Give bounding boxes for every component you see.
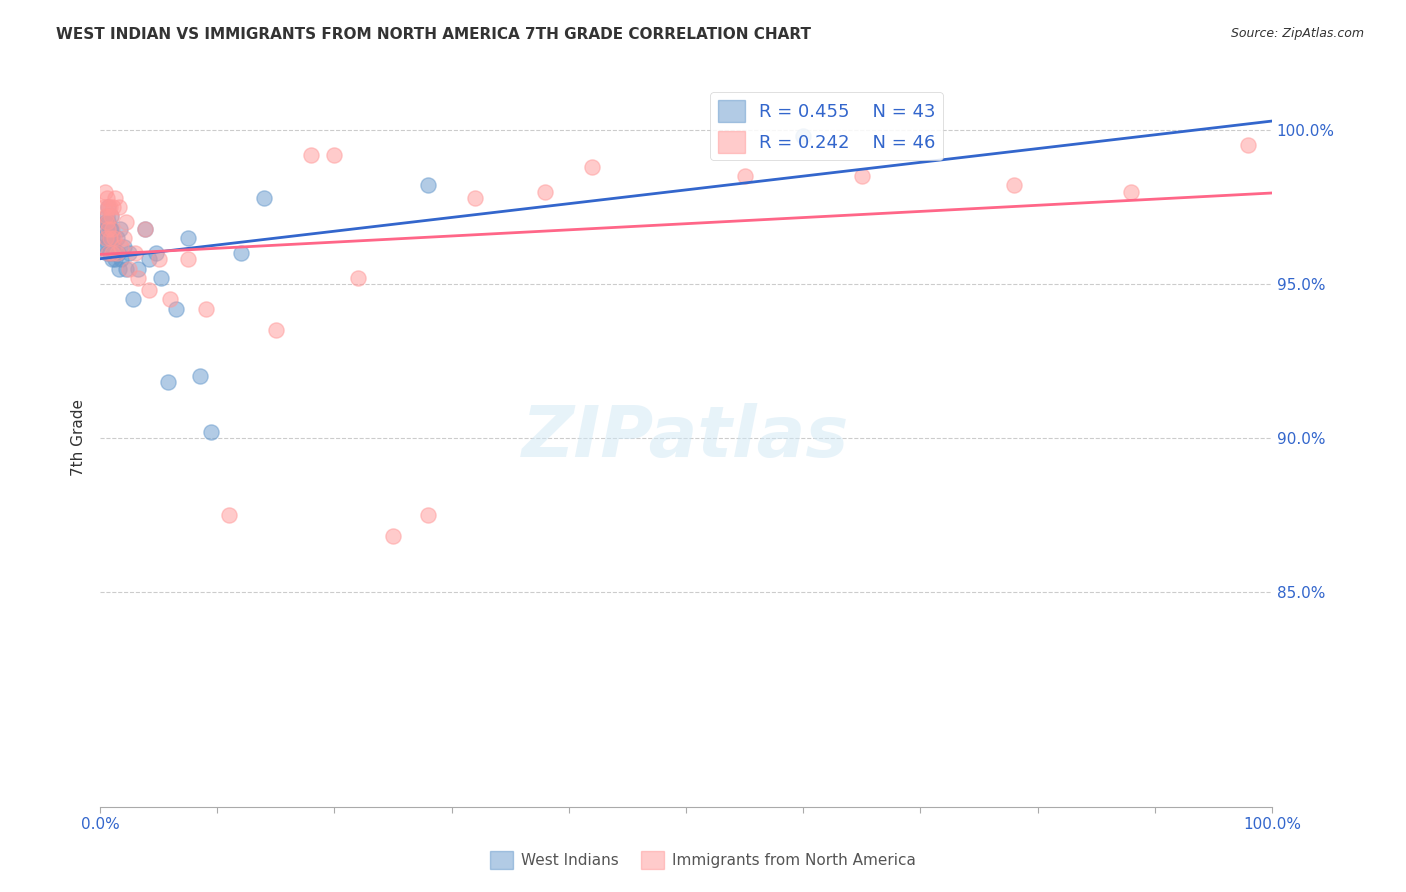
Point <box>127 270 149 285</box>
Point <box>98 246 121 260</box>
Point <box>1121 185 1143 199</box>
Point <box>96 209 118 223</box>
Point <box>851 169 873 184</box>
Point <box>218 508 240 522</box>
Point <box>177 231 200 245</box>
Point <box>127 261 149 276</box>
Point <box>97 200 120 214</box>
Point <box>1237 138 1260 153</box>
Point <box>323 147 346 161</box>
Point <box>104 252 127 267</box>
Point <box>108 261 131 276</box>
Point <box>148 252 170 267</box>
Point <box>94 215 117 229</box>
Point <box>103 231 125 245</box>
Point <box>534 185 557 199</box>
Point <box>105 246 128 260</box>
Point <box>94 227 117 242</box>
Point <box>1002 178 1025 193</box>
Point <box>100 221 122 235</box>
Legend: R = 0.455    N = 43, R = 0.242    N = 46: R = 0.455 N = 43, R = 0.242 N = 46 <box>710 92 943 160</box>
Point <box>194 301 217 316</box>
Point <box>200 425 222 439</box>
Point <box>110 252 132 267</box>
Point <box>112 240 135 254</box>
Point <box>98 231 121 245</box>
Legend: West Indians, Immigrants from North America: West Indians, Immigrants from North Amer… <box>484 845 922 875</box>
Point <box>138 252 160 267</box>
Point <box>96 231 118 245</box>
Text: Source: ZipAtlas.com: Source: ZipAtlas.com <box>1230 27 1364 40</box>
Point <box>103 246 125 260</box>
Point <box>97 215 120 229</box>
Point <box>94 185 117 199</box>
Point <box>118 261 141 276</box>
Point <box>108 221 131 235</box>
Point <box>253 191 276 205</box>
Point <box>159 293 181 307</box>
Point <box>264 323 287 337</box>
Point <box>229 246 252 260</box>
Point <box>108 200 131 214</box>
Point <box>177 252 200 267</box>
Point <box>96 240 118 254</box>
Point <box>96 191 118 205</box>
Point <box>118 246 141 260</box>
Point <box>96 246 118 260</box>
Point <box>112 231 135 245</box>
Point <box>94 231 117 245</box>
Point <box>134 221 156 235</box>
Point <box>101 200 124 214</box>
Point <box>100 209 122 223</box>
Point <box>97 221 120 235</box>
Point <box>734 169 756 184</box>
Point <box>100 209 122 223</box>
Point <box>101 231 124 245</box>
Point <box>418 178 440 193</box>
Point <box>165 301 187 316</box>
Point <box>94 209 117 223</box>
Point <box>418 508 440 522</box>
Point <box>122 293 145 307</box>
Point <box>98 200 121 214</box>
Point <box>101 221 124 235</box>
Point <box>98 231 121 245</box>
Point <box>110 240 132 254</box>
Point <box>93 200 115 214</box>
Point <box>464 191 486 205</box>
Point <box>97 200 120 214</box>
Point <box>115 261 138 276</box>
Point <box>104 191 127 205</box>
Point <box>347 270 370 285</box>
Text: WEST INDIAN VS IMMIGRANTS FROM NORTH AMERICA 7TH GRADE CORRELATION CHART: WEST INDIAN VS IMMIGRANTS FROM NORTH AME… <box>56 27 811 42</box>
Point <box>188 369 211 384</box>
Point <box>138 283 160 297</box>
Point <box>792 129 814 144</box>
Point <box>97 246 120 260</box>
Point <box>94 221 117 235</box>
Point <box>581 160 603 174</box>
Text: ZIPatlas: ZIPatlas <box>522 403 849 472</box>
Y-axis label: 7th Grade: 7th Grade <box>72 400 86 476</box>
Point <box>299 147 322 161</box>
Point <box>101 246 124 260</box>
Point <box>101 252 124 267</box>
Point <box>107 246 129 260</box>
Point <box>96 215 118 229</box>
Point <box>124 246 146 260</box>
Point <box>97 236 120 251</box>
Point <box>150 270 173 285</box>
Point <box>145 246 167 260</box>
Point <box>382 529 405 543</box>
Point <box>105 231 128 245</box>
Point <box>134 221 156 235</box>
Point <box>101 236 124 251</box>
Point <box>157 376 180 390</box>
Point <box>115 215 138 229</box>
Point <box>98 221 121 235</box>
